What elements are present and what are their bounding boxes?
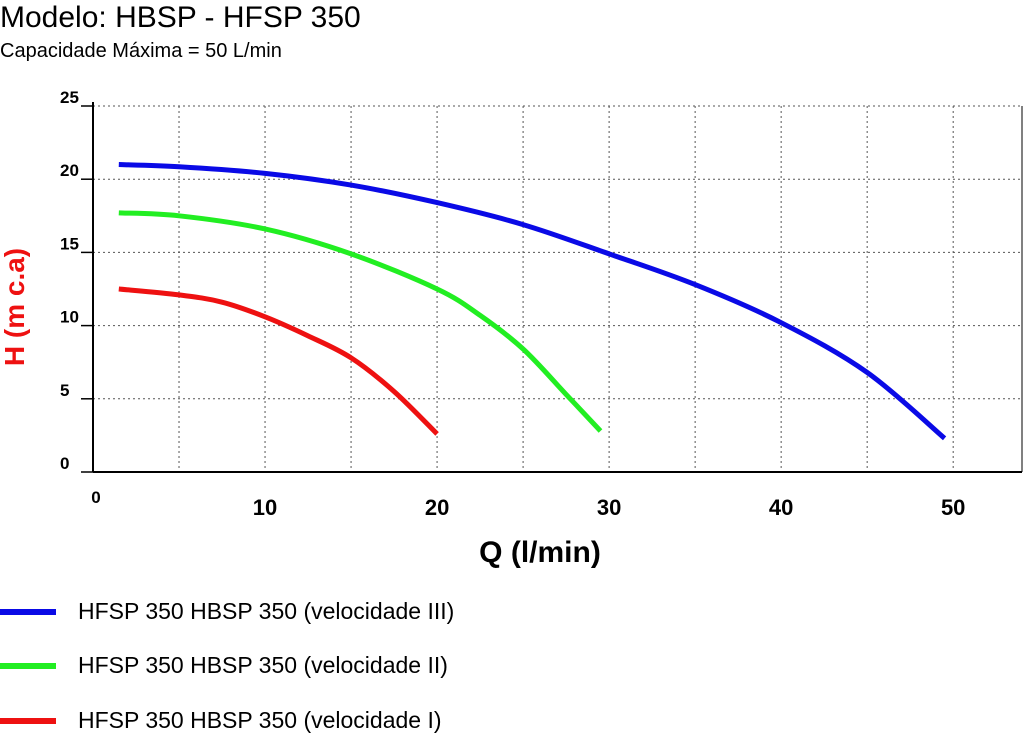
legend-item: HFSP 350 HBSP 350 (velocidade II) [0,646,600,686]
legend-label: HFSP 350 HBSP 350 (velocidade II) [78,652,448,678]
legend-swatch [0,663,56,669]
y-tick-label: 25 [60,88,79,107]
series-line-2 [118,210,603,433]
x-tick-label: 50 [941,495,965,520]
legend-swatch [0,718,56,724]
y-tick-label: 15 [60,234,79,253]
legend-item: HFSP 350 HBSP 350 (velocidade III) [0,592,600,632]
y-tick-label: 20 [60,161,79,180]
x-tick-label: 30 [597,495,621,520]
chart-title: Modelo: HBSP - HFSP 350 [0,1,361,34]
y-tick-label: 0 [60,454,69,473]
legend-swatch [0,609,56,615]
x-tick-label: 0 [91,488,100,507]
y-axis-title: H (m c.a) [0,248,30,366]
legend-label: HFSP 350 HBSP 350 (velocidade I) [78,707,442,733]
x-axis-title: Q (l/min) [479,536,601,569]
x-tick-label: 10 [253,495,277,520]
pump-curve-chart: 0 5 10 15 20 25 0 10 20 30 40 50 Q (l/min) H (m c.a) [0,88,1023,569]
y-tick-label: 5 [60,381,69,400]
x-tick-label: 20 [425,495,449,520]
series-line-3 [118,286,439,436]
series-line-1 [118,162,947,441]
legend-label: HFSP 350 HBSP 350 (velocidade III) [78,598,455,624]
x-tick-label: 40 [769,495,793,520]
chart-subtitle: Capacidade Máxima = 50 L/min [0,40,282,62]
legend-item: HFSP 350 HBSP 350 (velocidade I) [0,701,600,741]
y-tick-label: 10 [60,308,79,327]
